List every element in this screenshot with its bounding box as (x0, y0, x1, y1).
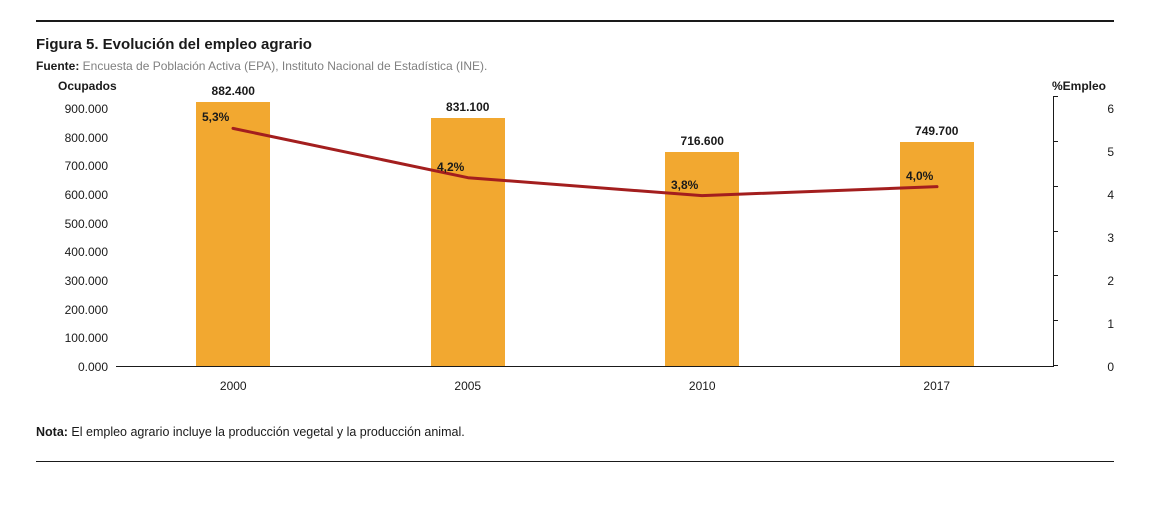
right-axis-title: %Empleo (1052, 79, 1106, 93)
left-axis-tick: 700.000 (36, 160, 108, 172)
line-value-label: 5,3% (202, 110, 229, 124)
bar-column: 749.700 (900, 97, 974, 366)
source-line: Fuente: Encuesta de Población Activa (EP… (36, 59, 1114, 73)
bar-column: 831.100 (431, 97, 505, 366)
left-axis-tick: 600.000 (36, 189, 108, 201)
x-axis-label: 2017 (900, 379, 974, 397)
left-axis-tick: 200.000 (36, 304, 108, 316)
note-text: El empleo agrario incluye la producción … (68, 425, 465, 439)
x-axis-label: 2005 (431, 379, 505, 397)
x-axis-label: 2000 (196, 379, 270, 397)
right-axis-tick: 2 (1064, 275, 1114, 287)
bar: 831.100 (431, 118, 505, 366)
bar-value-label: 749.700 (915, 124, 958, 138)
right-axis-tick: 3 (1064, 232, 1114, 244)
left-axis-tick: 300.000 (36, 275, 108, 287)
note-line: Nota: El empleo agrario incluye la produ… (36, 425, 1114, 439)
left-axis-tick: 100.000 (36, 332, 108, 344)
source-text: Encuesta de Población Activa (EPA), Inst… (79, 59, 487, 73)
left-axis-tick: 0.000 (36, 361, 108, 373)
right-axis-tick: 6 (1064, 103, 1114, 115)
bar-value-label: 882.400 (212, 84, 255, 98)
top-rule (36, 20, 1114, 22)
left-axis-tick: 400.000 (36, 246, 108, 258)
line-value-label: 4,2% (437, 160, 464, 174)
bar-group: 882.400 831.100 716.600 749.700 (116, 97, 1054, 366)
bar: 882.400 (196, 102, 270, 366)
right-axis-tick: 4 (1064, 189, 1114, 201)
left-axis-tick: 500.000 (36, 218, 108, 230)
right-axis-tick: 5 (1064, 146, 1114, 158)
bottom-rule (36, 461, 1114, 462)
note-label: Nota: (36, 425, 68, 439)
left-axis-ticks: 0.000100.000200.000300.000400.000500.000… (36, 97, 108, 367)
plot-area: 882.400 831.100 716.600 749.700 5,3% 4,2% 3,8… (116, 97, 1054, 367)
line-value-label: 3,8% (671, 178, 698, 192)
right-axis-ticks: 0123456 (1064, 97, 1114, 367)
line-value-label: 4,0% (906, 169, 933, 183)
x-axis-label: 2010 (665, 379, 739, 397)
right-axis-tick: 1 (1064, 318, 1114, 330)
left-axis-tick: 900.000 (36, 103, 108, 115)
left-axis-tick: 800.000 (36, 132, 108, 144)
chart: Ocupados %Empleo 0.000100.000200.000300.… (36, 97, 1114, 397)
right-axis-tick: 0 (1064, 361, 1114, 373)
left-axis-title: Ocupados (58, 79, 117, 93)
figure-title: Figura 5. Evolución del empleo agrario (36, 36, 1114, 53)
bar-value-label: 831.100 (446, 100, 489, 114)
bar-column: 716.600 (665, 97, 739, 366)
x-axis-labels: 2000 2005 2010 2017 (116, 379, 1054, 397)
source-label: Fuente: (36, 59, 79, 73)
bar-column: 882.400 (196, 97, 270, 366)
bar-value-label: 716.600 (681, 134, 724, 148)
